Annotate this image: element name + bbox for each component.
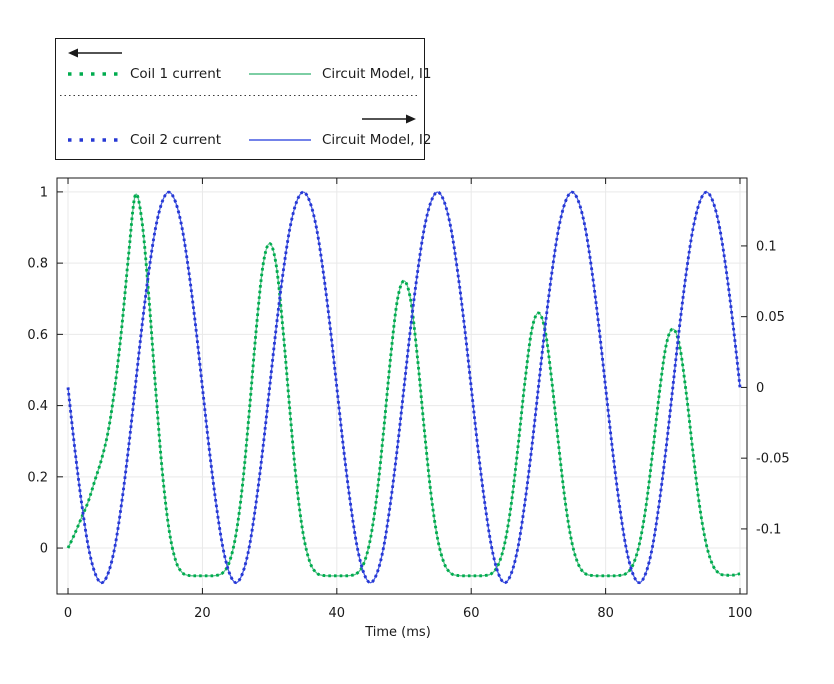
plot-frame (56, 177, 748, 595)
y-left-tick-label: 0.6 (27, 328, 48, 343)
legend-label-circuit-model-i1: Circuit Model, I1 (322, 66, 432, 82)
x-tick-label: 20 (194, 606, 211, 621)
y-left-tick-label: 1 (40, 185, 48, 200)
legend-row-coil-1: Coil 1 current Circuit Model, I1 (56, 63, 431, 85)
circuit-model-i1-solid-swatch-icon (249, 73, 311, 75)
y-left-tick-label: 0 (40, 542, 48, 557)
y-left-tick-label: 0.4 (27, 399, 48, 414)
x-tick-label: 80 (597, 606, 614, 621)
y-left-tick-label: 0.8 (27, 257, 48, 272)
y-right-tick-label: -0.1 (756, 522, 781, 537)
x-tick-label: 100 (728, 606, 753, 621)
y-right-tick-label: 0.05 (756, 310, 785, 325)
circuit-model-i2-solid-swatch-icon (249, 139, 311, 141)
legend-label-coil-2-current: Coil 2 current (130, 132, 222, 148)
legend-row-coil-2: Coil 2 current Circuit Model, I2 (56, 129, 431, 151)
legend-label-coil-1-current: Coil 1 current (130, 66, 222, 82)
y-right-tick-label: 0.1 (756, 239, 777, 254)
x-axis-title: Time (ms) (364, 625, 431, 640)
left-axis-arrow-icon (68, 48, 122, 58)
y-left-tick-label: 0.2 (27, 470, 48, 485)
legend-label-circuit-model-i2: Circuit Model, I2 (322, 132, 432, 148)
right-axis-arrow-icon (362, 114, 416, 124)
y-right-tick-label: 0 (756, 381, 764, 396)
x-tick-label: 60 (463, 606, 480, 621)
series-markers-coil-1-current (66, 192, 741, 578)
x-tick-label: 40 (329, 606, 346, 621)
x-tick-label: 0 (64, 606, 72, 621)
legend-box: Coil 1 current Circuit Model, I1 Coil 2 … (55, 38, 431, 160)
legend-separator (60, 95, 420, 96)
series-line-circuit-model-i2 (67, 191, 741, 584)
y-right-tick-label: -0.05 (756, 452, 790, 467)
